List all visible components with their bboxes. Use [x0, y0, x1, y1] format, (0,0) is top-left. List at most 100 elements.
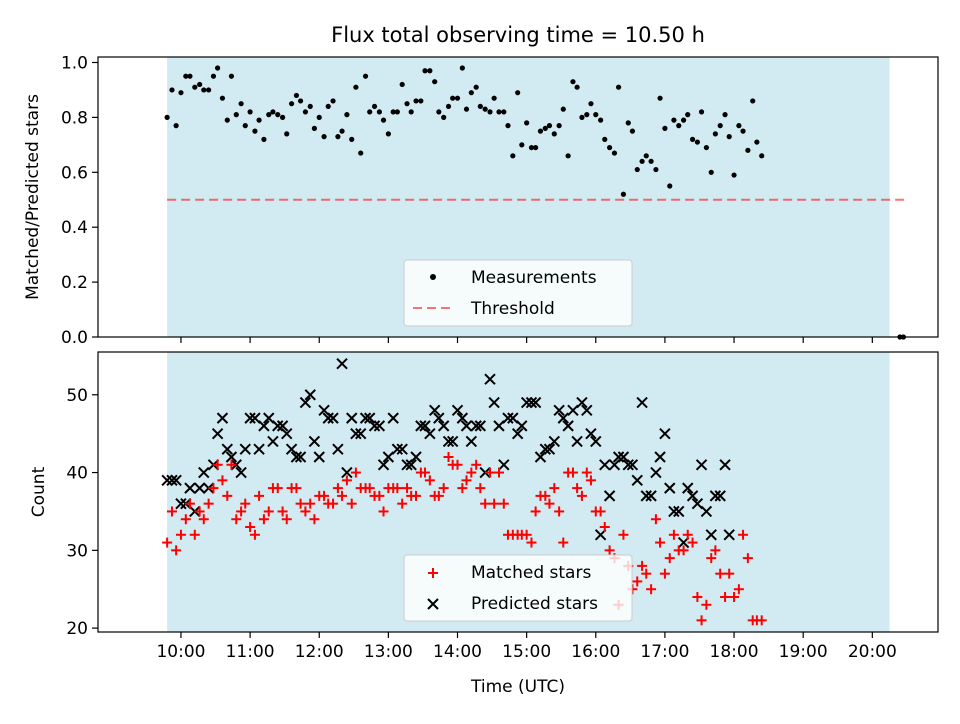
matched-point — [692, 592, 703, 602]
matched-point — [263, 506, 274, 517]
bottom-y-ticks: 20 30 40 50 — [66, 386, 98, 639]
matched-point — [466, 467, 477, 478]
top-legend: Measurements Threshold — [403, 259, 633, 327]
measurement-point — [376, 109, 382, 115]
matched-point — [742, 553, 753, 564]
measurement-point — [210, 73, 217, 79]
measurement-point — [607, 144, 613, 151]
matched-point — [258, 514, 269, 525]
measurement-point — [726, 134, 732, 140]
predicted-point — [654, 451, 666, 463]
measurement-point — [173, 123, 179, 129]
measurement-point — [598, 117, 604, 123]
measurement-point — [629, 128, 636, 134]
matched-point — [567, 467, 578, 478]
matched-point — [604, 545, 615, 556]
matched-point — [554, 506, 565, 517]
matched-point — [457, 483, 468, 494]
measurement-point — [441, 114, 447, 120]
top-y-ticks: 0.0 0.2 0.4 0.6 0.8 1.0 — [61, 53, 98, 348]
predicted-point — [525, 396, 538, 409]
matched-point — [171, 545, 182, 556]
measurement-point — [450, 95, 456, 101]
matched-point — [678, 545, 689, 556]
predicted-point — [272, 420, 284, 432]
measurement-point — [247, 109, 253, 115]
measurement-point — [694, 139, 701, 145]
matched-point — [217, 475, 228, 486]
predicted-point — [198, 466, 210, 479]
matched-point — [461, 475, 472, 486]
matched-point — [319, 490, 330, 501]
matched-point — [599, 522, 610, 532]
predicted-point — [332, 443, 344, 455]
bottom-axes-frame — [97, 351, 939, 633]
predicted-point — [590, 435, 602, 448]
measurement-point — [754, 139, 760, 145]
matched-point — [341, 475, 352, 486]
predicted-point — [705, 529, 717, 541]
matched-point — [277, 506, 288, 517]
measurement-point — [394, 109, 400, 115]
predicted-point — [304, 389, 316, 401]
matched-point — [208, 483, 219, 494]
measurement-point — [362, 73, 369, 79]
measurement-point — [584, 112, 590, 118]
measurement-point — [477, 103, 483, 110]
predicted-point — [456, 412, 469, 424]
measurement-point — [385, 131, 391, 137]
matched-point — [175, 529, 186, 540]
measurement-point — [759, 153, 765, 159]
x-tick-label: 18:00 — [710, 642, 759, 662]
matched-point — [710, 545, 721, 556]
measurement-point — [662, 125, 668, 131]
predicted-point — [405, 459, 417, 471]
predicted-point — [576, 396, 588, 409]
predicted-point — [520, 396, 533, 409]
measurement-point — [463, 106, 470, 112]
predicted-point — [719, 459, 731, 471]
matched-point — [249, 529, 260, 540]
matched-point — [189, 529, 200, 540]
matched-point — [701, 599, 712, 610]
predicted-point — [299, 396, 312, 409]
predicted-point — [617, 451, 630, 463]
measurement-point — [570, 79, 576, 85]
predicted-point — [539, 443, 552, 455]
measurement-point — [228, 73, 235, 79]
matched-point — [231, 514, 242, 525]
measurement-point — [717, 123, 723, 129]
measurement-point — [380, 117, 387, 123]
predicted-point — [355, 427, 367, 440]
predicted-point — [290, 451, 303, 463]
measurement-point — [459, 65, 465, 71]
matched-point — [659, 568, 670, 579]
matched-point — [443, 452, 454, 462]
matched-point — [350, 467, 361, 478]
measurement-point — [574, 84, 580, 90]
measurement-point — [722, 112, 728, 118]
legend-measurements-marker — [430, 274, 436, 280]
matched-point — [572, 483, 583, 494]
matched-point — [245, 522, 256, 532]
matched-point — [682, 529, 693, 540]
matched-point — [637, 560, 648, 571]
matched-point — [378, 506, 389, 517]
matched-point — [295, 498, 306, 509]
measurement-point — [201, 87, 207, 93]
predicted-point — [175, 497, 187, 510]
matched-point — [521, 529, 532, 540]
measurement-point — [321, 134, 327, 140]
matched-point — [309, 514, 320, 525]
measurement-point — [353, 84, 359, 90]
matched-point — [374, 490, 385, 501]
legend-measurements-label: Measurements — [471, 268, 597, 288]
measurement-point — [667, 183, 673, 189]
predicted-point — [673, 505, 685, 518]
predicted-point — [700, 505, 713, 518]
x-tick-label: 15:00 — [502, 642, 551, 662]
measurement-point — [192, 84, 198, 90]
matched-point — [452, 459, 463, 470]
